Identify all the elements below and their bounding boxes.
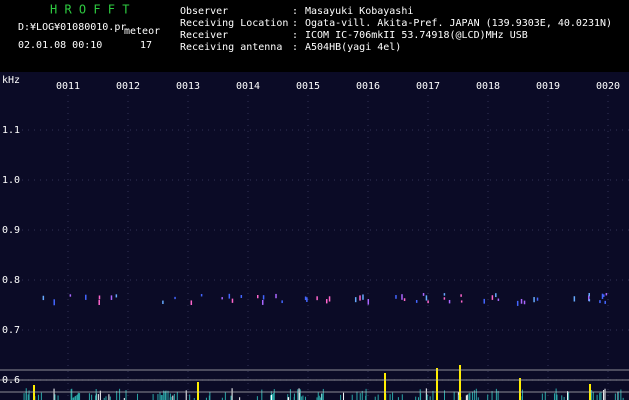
echo	[69, 294, 72, 297]
file-name: D:¥LOG¥01080010.pr	[18, 22, 126, 33]
time-label: 0016	[356, 81, 380, 92]
time-label: 0011	[56, 81, 80, 92]
time-label: 0015	[296, 81, 320, 92]
echo	[98, 299, 100, 305]
echo	[483, 298, 485, 304]
time-label: 0014	[236, 81, 260, 92]
echo	[523, 300, 526, 305]
echo	[533, 297, 535, 303]
echo	[221, 297, 223, 300]
echo	[536, 297, 539, 301]
info-value: Masayuki Kobayashi	[305, 6, 413, 17]
echo	[200, 293, 203, 297]
time-label: 0019	[536, 81, 560, 92]
time-label: 0013	[176, 81, 200, 92]
unit: kHz	[2, 75, 20, 86]
echo	[256, 294, 259, 299]
echo	[403, 298, 406, 302]
info-separator: :	[292, 30, 298, 41]
echo	[605, 293, 608, 296]
echo	[588, 299, 591, 302]
info-value: ICOM IC-706mkII 53.74918(@LCD)MHz USB	[305, 30, 528, 41]
echo	[240, 295, 243, 298]
echo	[316, 296, 318, 301]
echo	[443, 293, 446, 296]
info-value: A504HB(yagi 4el)	[305, 42, 401, 53]
echo	[174, 296, 176, 300]
echo	[588, 293, 590, 297]
echo	[367, 299, 370, 305]
echo	[85, 294, 87, 300]
mode: meteor	[124, 26, 160, 37]
echo	[304, 296, 307, 301]
echo	[306, 297, 308, 302]
echo	[262, 295, 265, 300]
info-label: Receiving antenna	[180, 42, 282, 53]
info-label: Observer	[180, 6, 228, 17]
echo	[604, 300, 606, 304]
time-label: 0020	[596, 81, 620, 92]
echo	[603, 294, 605, 297]
freq-label: 0.7	[2, 325, 20, 336]
echo	[448, 299, 451, 304]
spectrogram	[0, 72, 629, 400]
echo	[110, 295, 113, 300]
echo	[573, 296, 576, 302]
freq-label: 1.1	[2, 125, 20, 136]
app-title: H R O F F T	[50, 3, 129, 17]
echo	[516, 300, 519, 306]
echo	[42, 295, 45, 301]
echo	[495, 293, 497, 298]
echo	[491, 295, 494, 300]
echo	[601, 293, 604, 299]
echo	[422, 293, 425, 296]
echo	[325, 299, 328, 304]
echo	[53, 299, 55, 306]
info-label: Receiver	[180, 30, 228, 41]
echo	[115, 294, 118, 298]
echo	[354, 297, 357, 303]
echo	[520, 298, 523, 304]
freq-label: 0.8	[2, 275, 20, 286]
info-separator: :	[292, 6, 298, 17]
count: 17	[140, 40, 152, 51]
datetime: 02.01.08 00:10	[18, 40, 102, 51]
echo	[275, 293, 277, 299]
echo	[228, 293, 231, 299]
freq-label: 1.0	[2, 175, 20, 186]
time-label: 0017	[416, 81, 440, 92]
echo	[425, 295, 428, 301]
echo	[427, 300, 429, 304]
echo	[599, 300, 601, 304]
echo	[395, 295, 397, 299]
echo	[231, 298, 234, 303]
echo	[328, 296, 331, 302]
echo	[460, 300, 463, 303]
info-separator: :	[292, 18, 298, 29]
echo	[460, 294, 462, 297]
echo	[588, 295, 590, 301]
echo	[281, 300, 283, 304]
echo	[415, 299, 418, 303]
echo	[190, 300, 193, 305]
echo	[359, 295, 361, 301]
echo	[98, 295, 101, 300]
info-value: Ogata-vill. Akita-Pref. JAPAN (139.9303E…	[305, 18, 612, 29]
echo	[497, 298, 500, 301]
freq-label: 0.6	[2, 375, 20, 386]
time-label: 0018	[476, 81, 500, 92]
time-label: 0012	[116, 81, 140, 92]
echo	[401, 294, 403, 300]
echo	[162, 300, 164, 304]
freq-label: 0.9	[2, 225, 20, 236]
echo	[362, 294, 364, 300]
info-label: Receiving Location	[180, 18, 288, 29]
echo	[443, 297, 446, 300]
info-separator: :	[292, 42, 298, 53]
echo	[261, 299, 264, 305]
